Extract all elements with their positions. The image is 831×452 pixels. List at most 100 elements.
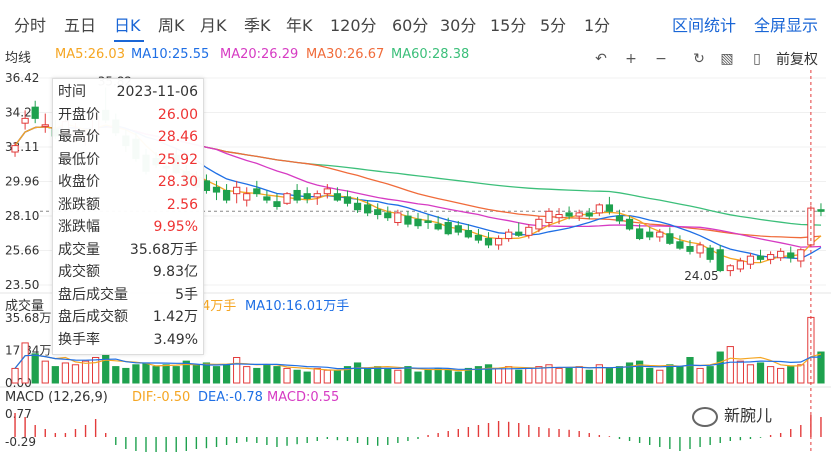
volume-bar [414, 371, 422, 384]
price-tick-label: 32.11 [5, 140, 39, 154]
volume-bar [565, 367, 573, 384]
volume-bar [535, 366, 543, 384]
candle-body [202, 180, 211, 191]
clip-icon[interactable]: ▯ [753, 51, 761, 67]
tab-11[interactable]: 5分 [540, 16, 567, 35]
volume-bar [323, 369, 331, 384]
tooltip-value: 9.95% [153, 219, 198, 235]
candle-body [555, 214, 563, 219]
volume-bar [313, 367, 321, 384]
tab-12[interactable]: 1分 [584, 16, 611, 35]
candle-body [525, 226, 533, 236]
tooltip-key: 收盘价 [58, 174, 100, 190]
undo-icon[interactable]: ↶ [595, 51, 607, 67]
tab-5[interactable]: 季K [244, 16, 271, 35]
tooltip-row: 时间 2023-11-06 [58, 81, 198, 103]
volume-bar [31, 353, 39, 384]
volume-bar [797, 364, 805, 384]
candle-body [444, 222, 452, 235]
volume-bar [81, 360, 90, 384]
volume-bar [605, 367, 614, 384]
tab-1[interactable]: 五日 [64, 16, 97, 35]
candle-body [656, 231, 664, 238]
volume-bar [625, 362, 634, 384]
price-tick-label: 34.26 [5, 106, 39, 120]
tab-2[interactable]: 日K [114, 16, 141, 35]
volume-bar [666, 364, 674, 384]
tooltip-value: 2023-11-06 [116, 84, 198, 100]
price-tick-label: 36.42 [5, 71, 39, 85]
tab-10[interactable]: 15分 [490, 16, 527, 35]
volume-bar [293, 369, 301, 384]
volume-bar [112, 366, 120, 384]
volume-bar [424, 369, 432, 384]
volume-legend-ma10: MA10:16.01万手 [245, 299, 349, 314]
tab-7[interactable]: 120分 [330, 16, 377, 35]
candle-body [343, 196, 352, 204]
volume-bar [11, 367, 19, 384]
volume-bar [222, 364, 231, 384]
tooltip-key: 最高价 [58, 129, 100, 145]
candle-body [565, 212, 573, 217]
volume-bar [202, 362, 211, 384]
tab-6[interactable]: 年K [286, 16, 313, 35]
tab-3[interactable]: 周K [158, 16, 185, 35]
candle-body [404, 215, 412, 225]
volume-bar [263, 364, 271, 384]
volume-bar [777, 367, 785, 384]
vol-ma10-line [14, 354, 821, 370]
volume-bar [555, 367, 563, 384]
candle-body [575, 212, 583, 217]
tooltip-key: 开盘价 [58, 106, 100, 123]
volume-bar [787, 366, 795, 384]
volume-bar [243, 366, 251, 384]
volume-bar [494, 367, 503, 384]
volume-bar [253, 367, 261, 384]
candle-body [716, 249, 724, 272]
price-axis: 36.42 34.26 32.11 29.96 28.10 25.66 23.50 [5, 71, 39, 292]
candle-body [283, 193, 291, 204]
candle-body [736, 260, 744, 270]
volume-bar [636, 360, 644, 384]
macd-legend-dif: DIF:-0.50 [132, 390, 190, 405]
candle-body [454, 225, 462, 233]
fullscreen-link[interactable]: 全屏显示 [754, 16, 819, 35]
volume-bar [142, 362, 150, 384]
candle-body [474, 234, 483, 241]
tab-0[interactable]: 分时 [14, 16, 47, 35]
tab-9[interactable]: 30分 [440, 16, 477, 35]
tooltip-key: 最低价 [58, 151, 100, 168]
price-adjust-select[interactable]: 前复权 [776, 52, 818, 68]
candle-body [615, 215, 624, 222]
volume-bar [817, 351, 825, 384]
candle-body [756, 255, 765, 260]
tooltip-row: 最低价 25.92 [58, 149, 198, 171]
tooltip-row: 盘后成交量 5手 [58, 284, 198, 306]
tab-8[interactable]: 60分 [392, 16, 429, 35]
candle-body [585, 212, 593, 217]
candle-body [21, 117, 29, 124]
candle-body [233, 186, 241, 195]
volume-bar [233, 356, 241, 384]
candle-body [303, 193, 311, 199]
interval-stats-link[interactable]: 区间统计 [672, 16, 737, 35]
candle-body [505, 231, 513, 240]
volume-bar [676, 366, 684, 384]
reset-icon[interactable]: ↻ [693, 51, 705, 67]
tab-4[interactable]: 月K [200, 16, 227, 35]
volume-tick-label: 35.68万 [5, 311, 51, 325]
volume-bar [736, 360, 744, 384]
volume-bar [61, 362, 70, 384]
tooltip-key: 盘后成交量 [58, 286, 128, 303]
zoom-out-icon[interactable]: − [655, 51, 667, 67]
macd-axis: 0.77 -0.29 [5, 407, 36, 449]
candle-body [787, 252, 795, 259]
lock-icon[interactable]: ▧ [720, 51, 734, 67]
tooltip-row: 盘后成交额 1.42万 [58, 306, 198, 328]
macd-tick-label: 0.77 [5, 407, 32, 421]
tooltip-value: 1.42万 [152, 309, 198, 325]
volume-bar [122, 367, 130, 384]
zoom-in-icon[interactable]: + [625, 51, 637, 67]
watermark-text: 新腕儿 [724, 406, 773, 425]
volume-bar [162, 364, 170, 384]
